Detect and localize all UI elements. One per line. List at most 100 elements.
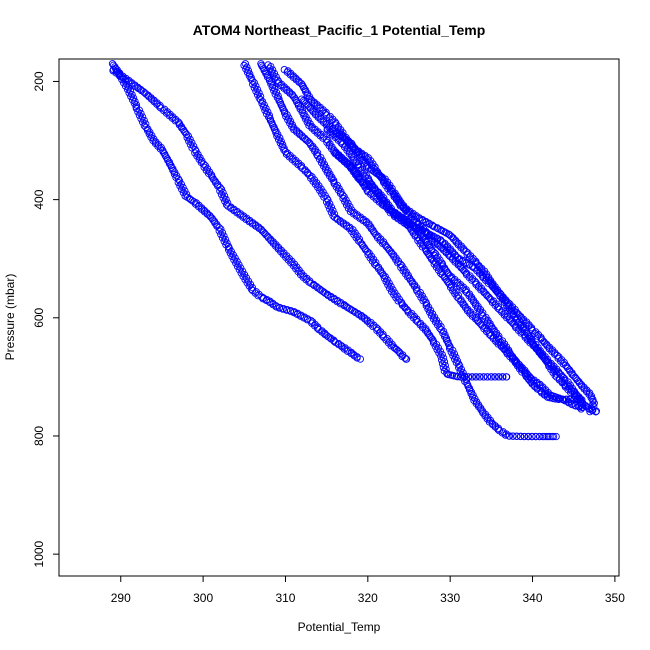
data-point: [329, 206, 337, 215]
data-point: [270, 69, 279, 78]
data-point: [543, 355, 552, 364]
x-tick-label: 330: [440, 591, 460, 605]
data-point: [215, 224, 223, 232]
data-point: [544, 432, 552, 441]
data-point: [303, 91, 311, 99]
data-point: [241, 60, 250, 68]
data-point: [578, 403, 586, 412]
data-point: [326, 200, 334, 208]
data-point: [355, 235, 364, 243]
data-point: [296, 271, 305, 279]
data-point: [520, 330, 528, 339]
data-point: [188, 139, 196, 147]
data-point: [181, 192, 189, 200]
data-point: [374, 325, 382, 333]
data-point: [182, 130, 191, 138]
data-point: [268, 66, 277, 74]
data-point: [179, 183, 187, 192]
data-point: [462, 376, 471, 384]
data-point: [418, 227, 427, 235]
data-point: [355, 150, 364, 158]
y-tick-label: 800: [32, 426, 46, 446]
data-point: [561, 397, 569, 405]
data-point: [401, 354, 409, 362]
data-point: [339, 191, 347, 199]
data-point: [441, 333, 449, 341]
data-point: [300, 111, 308, 120]
data-point: [301, 134, 309, 143]
data-point: [150, 98, 158, 106]
data-point: [502, 373, 510, 381]
data-point: [200, 160, 208, 168]
data-point: [494, 373, 503, 381]
data-point: [272, 128, 280, 137]
data-point: [543, 390, 551, 398]
data-point: [248, 77, 257, 85]
data-point: [404, 208, 412, 216]
y-tick-label: 400: [32, 189, 46, 209]
data-point: [142, 123, 150, 131]
data-point: [217, 185, 226, 193]
data-point: [298, 108, 306, 116]
data-point: [524, 432, 532, 441]
data-point: [330, 210, 339, 218]
data-point: [532, 432, 540, 441]
data-point: [452, 353, 460, 361]
data-point: [272, 88, 281, 97]
data-point: [575, 403, 583, 411]
chart-title: ATOM4 Northeast_Pacific_1 Potential_Temp: [193, 22, 486, 38]
data-point: [138, 113, 147, 121]
data-point: [139, 88, 148, 96]
y-tick-label: 200: [32, 71, 46, 91]
data-point: [363, 247, 371, 256]
data-point: [177, 180, 185, 188]
data-point: [184, 132, 192, 140]
data-point: [471, 277, 479, 286]
data-point: [390, 343, 398, 351]
data-point: [439, 354, 448, 362]
data-point: [276, 139, 284, 147]
data-point: [243, 68, 252, 76]
data-point: [286, 307, 294, 315]
data-point: [252, 82, 260, 90]
data-point: [467, 389, 475, 398]
data-point: [275, 304, 283, 312]
data-point: [281, 109, 289, 117]
data-point: [438, 268, 446, 276]
data-point: [587, 394, 595, 402]
data-point: [501, 431, 510, 439]
data-point: [552, 432, 560, 441]
data-point: [589, 397, 597, 405]
y-axis: 200 400 600 800 1000: [32, 71, 59, 567]
data-point: [444, 230, 453, 238]
data-point: [135, 106, 143, 114]
data-point: [167, 163, 176, 171]
data-point: [169, 166, 177, 175]
data-point: [142, 120, 150, 128]
data-point: [512, 357, 520, 365]
data-point: [588, 406, 596, 414]
data-point: [296, 312, 305, 320]
data-point: [336, 300, 344, 308]
data-point: [270, 125, 279, 133]
data-point: [486, 329, 494, 337]
data-point: [300, 84, 308, 92]
data-point: [462, 259, 470, 267]
data-point: [256, 96, 265, 104]
data-point: [137, 109, 145, 118]
data-point: [170, 170, 179, 178]
data-point: [441, 361, 449, 370]
data-point: [555, 394, 563, 402]
data-point: [430, 257, 438, 265]
data-point: [449, 346, 457, 355]
data-point: [445, 280, 454, 288]
data-point: [379, 271, 387, 279]
data-point: [461, 372, 469, 380]
data-point: [259, 295, 267, 303]
data-point: [586, 407, 594, 416]
data-point: [130, 99, 138, 107]
data-point: [571, 402, 580, 410]
data-point: [394, 347, 402, 355]
data-point: [322, 108, 330, 117]
data-point: [221, 235, 230, 244]
